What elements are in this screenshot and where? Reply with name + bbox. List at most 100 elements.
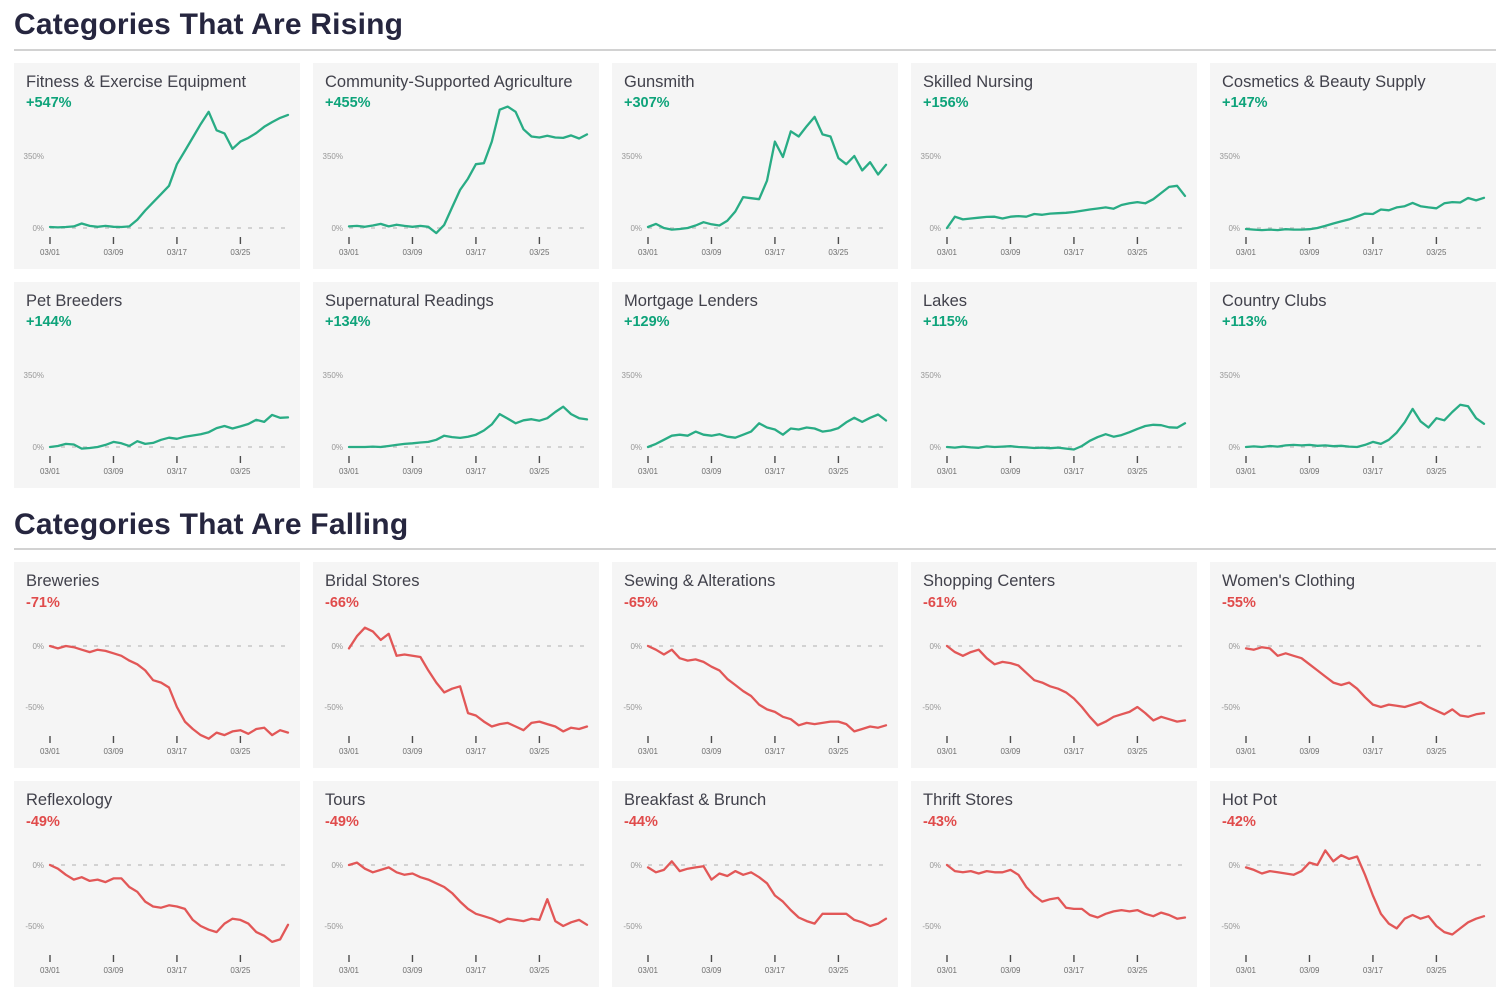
- category-change-value: -65%: [624, 594, 658, 611]
- y-axis-label: -50%: [324, 922, 343, 931]
- x-axis-label: 03/25: [1127, 747, 1148, 756]
- category-card[interactable]: Supernatural Readings +134% 350% 0% 03/01 0…: [313, 281, 599, 488]
- x-axis-label: 03/09: [402, 747, 423, 756]
- category-card[interactable]: Mortgage Lenders +129% 350% 0% 03/01 03/09 0…: [612, 281, 898, 488]
- trend-line: [945, 644, 1187, 727]
- card-header: Mortgage Lenders +129%: [624, 291, 890, 331]
- card-header: Women's Clothing -55%: [1222, 571, 1488, 611]
- trend-line: [1244, 646, 1486, 718]
- trend-line: [48, 863, 290, 944]
- y-axis-label: 0%: [929, 861, 941, 870]
- x-axis-label: 03/17: [1064, 966, 1085, 975]
- category-card[interactable]: Shopping Centers -61% 0% -50% 03/01 03/09 03…: [911, 562, 1197, 768]
- y-axis-label: 350%: [622, 151, 642, 160]
- x-axis-label: 03/09: [1000, 248, 1021, 257]
- category-change-value: +307%: [624, 95, 670, 112]
- x-axis-label: 03/17: [1064, 467, 1085, 476]
- x-axis-label: 03/09: [701, 747, 722, 756]
- card-header: Community-Supported Agriculture +455%: [325, 72, 591, 112]
- x-axis-label: 03/17: [765, 747, 786, 756]
- trend-line: [646, 860, 888, 928]
- category-card[interactable]: Reflexology -49% 0% -50% 03/01 03/09 03/17 03…: [14, 781, 300, 987]
- category-card[interactable]: Community-Supported Agriculture +455% 35…: [313, 62, 599, 269]
- category-card[interactable]: Bridal Stores -66% 0% -50% 03/01 03/09 03/17…: [313, 562, 599, 768]
- trend-sparkline-chart: 0% -50% 03/01 03/09 03/17 03/25: [623, 860, 888, 975]
- trend-line: [347, 405, 589, 448]
- category-title: Fitness & Exercise Equipment: [26, 72, 247, 91]
- category-card[interactable]: Pet Breeders +144% 350% 0% 03/01 03/09 03/17…: [14, 281, 300, 488]
- category-card[interactable]: Cosmetics & Beauty Supply +147% 350% 0% 03…: [1210, 62, 1496, 269]
- x-axis-label: 03/25: [1127, 467, 1148, 476]
- category-change-value: +144%: [26, 314, 72, 331]
- x-axis-label: 03/17: [1363, 467, 1384, 476]
- x-axis-label: 03/09: [1299, 747, 1320, 756]
- category-title: Thrift Stores: [923, 791, 1013, 809]
- trend-sparkline-chart: 350% 0% 03/01 03/09 03/17 03/25: [24, 370, 290, 476]
- y-axis-label: -50%: [25, 703, 44, 712]
- x-axis-label: 03/25: [828, 966, 849, 975]
- category-change-value: +115%: [923, 314, 968, 331]
- trend-sparkline-chart: 0% -50% 03/01 03/09 03/17 03/25: [324, 626, 589, 756]
- trend-line: [48, 110, 290, 229]
- card-header: Fitness & Exercise Equipment +547%: [26, 72, 292, 112]
- x-axis-label: 03/25: [828, 248, 849, 257]
- category-title: Pet Breeders: [26, 291, 123, 310]
- x-axis-label: 03/01: [339, 467, 360, 476]
- y-axis-label: 0%: [1228, 223, 1240, 232]
- x-axis-label: 03/17: [466, 248, 487, 257]
- y-axis-label: 0%: [331, 642, 343, 651]
- trend-line: [1244, 849, 1486, 936]
- category-change-value: -61%: [923, 594, 957, 611]
- category-card[interactable]: Breweries -71% 0% -50% 03/01 03/09 03/17 03/2…: [14, 562, 300, 768]
- category-card[interactable]: Gunsmith +307% 350% 0% 03/01 03/09 03/17 03/2…: [612, 62, 898, 269]
- x-axis-label: 03/09: [1299, 467, 1320, 476]
- card-header: Lakes +115%: [923, 291, 1189, 331]
- category-title: Community-Supported Agriculture: [325, 72, 573, 91]
- category-change-value: +113%: [1222, 314, 1267, 331]
- category-card[interactable]: Thrift Stores -43% 0% -50% 03/01 03/09 03/17…: [911, 781, 1197, 987]
- x-axis-label: 03/25: [230, 248, 251, 257]
- category-change-value: -49%: [325, 813, 359, 830]
- category-card[interactable]: Breakfast & Brunch -44% 0% -50% 03/01 03/09…: [612, 781, 898, 987]
- category-card[interactable]: Lakes +115% 350% 0% 03/01 03/09 03/17 03/25: [911, 281, 1197, 488]
- y-axis-label: 0%: [32, 223, 44, 232]
- y-axis-label: 350%: [1220, 151, 1240, 160]
- trend-sparkline-chart: 350% 0% 03/01 03/09 03/17 03/25: [1220, 151, 1486, 257]
- x-axis-label: 03/09: [1299, 966, 1320, 975]
- x-axis-label: 03/09: [402, 966, 423, 975]
- category-change-value: +134%: [325, 314, 371, 331]
- category-title: Hot Pot: [1222, 791, 1278, 809]
- trend-line: [646, 115, 888, 231]
- y-axis-label: -50%: [1221, 703, 1240, 712]
- x-axis-label: 03/01: [1236, 467, 1257, 476]
- x-axis-label: 03/01: [1236, 747, 1257, 756]
- category-card[interactable]: Skilled Nursing +156% 350% 0% 03/01 03/09 03…: [911, 62, 1197, 269]
- x-axis-label: 03/09: [1299, 248, 1320, 257]
- x-axis-label: 03/09: [701, 966, 722, 975]
- x-axis-label: 03/17: [765, 467, 786, 476]
- category-card[interactable]: Fitness & Exercise Equipment +547% 350% 0…: [14, 62, 300, 269]
- category-card[interactable]: Women's Clothing -55% 0% -50% 03/01 03/09 03…: [1210, 562, 1496, 768]
- x-axis-label: 03/25: [1426, 467, 1447, 476]
- x-axis-label: 03/25: [828, 747, 849, 756]
- x-axis-label: 03/01: [339, 966, 360, 975]
- category-card[interactable]: Country Clubs +113% 350% 0% 03/01 03/09 03/1…: [1210, 281, 1496, 488]
- category-card[interactable]: Hot Pot -42% 0% -50% 03/01 03/09 03/17 03/25: [1210, 781, 1496, 987]
- x-axis-label: 03/17: [1363, 248, 1384, 257]
- y-axis-label: 350%: [921, 370, 941, 379]
- category-title: Bridal Stores: [325, 572, 420, 590]
- category-card[interactable]: Sewing & Alterations -65% 0% -50% 03/01 03/…: [612, 562, 898, 768]
- x-axis-label: 03/09: [402, 467, 423, 476]
- x-axis-label: 03/25: [230, 467, 251, 476]
- falling-cards-grid: Breweries -71% 0% -50% 03/01 03/09 03/17 03/2…: [0, 562, 1500, 987]
- trend-sparkline-chart: 350% 0% 03/01 03/09 03/17 03/25: [1220, 370, 1486, 476]
- category-card[interactable]: Tours -49% 0% -50% 03/01 03/09 03/17 03/25: [313, 781, 599, 987]
- x-axis-label: 03/09: [701, 467, 722, 476]
- y-axis-label: 0%: [1228, 861, 1240, 870]
- y-axis-label: -50%: [922, 922, 941, 931]
- x-axis-label: 03/25: [230, 966, 251, 975]
- x-axis-label: 03/01: [937, 467, 958, 476]
- category-change-value: -49%: [26, 813, 60, 830]
- trend-sparkline-chart: 0% -50% 03/01 03/09 03/17 03/25: [623, 642, 888, 756]
- trend-sparkline-chart: 0% -50% 03/01 03/09 03/17 03/25: [1221, 642, 1486, 756]
